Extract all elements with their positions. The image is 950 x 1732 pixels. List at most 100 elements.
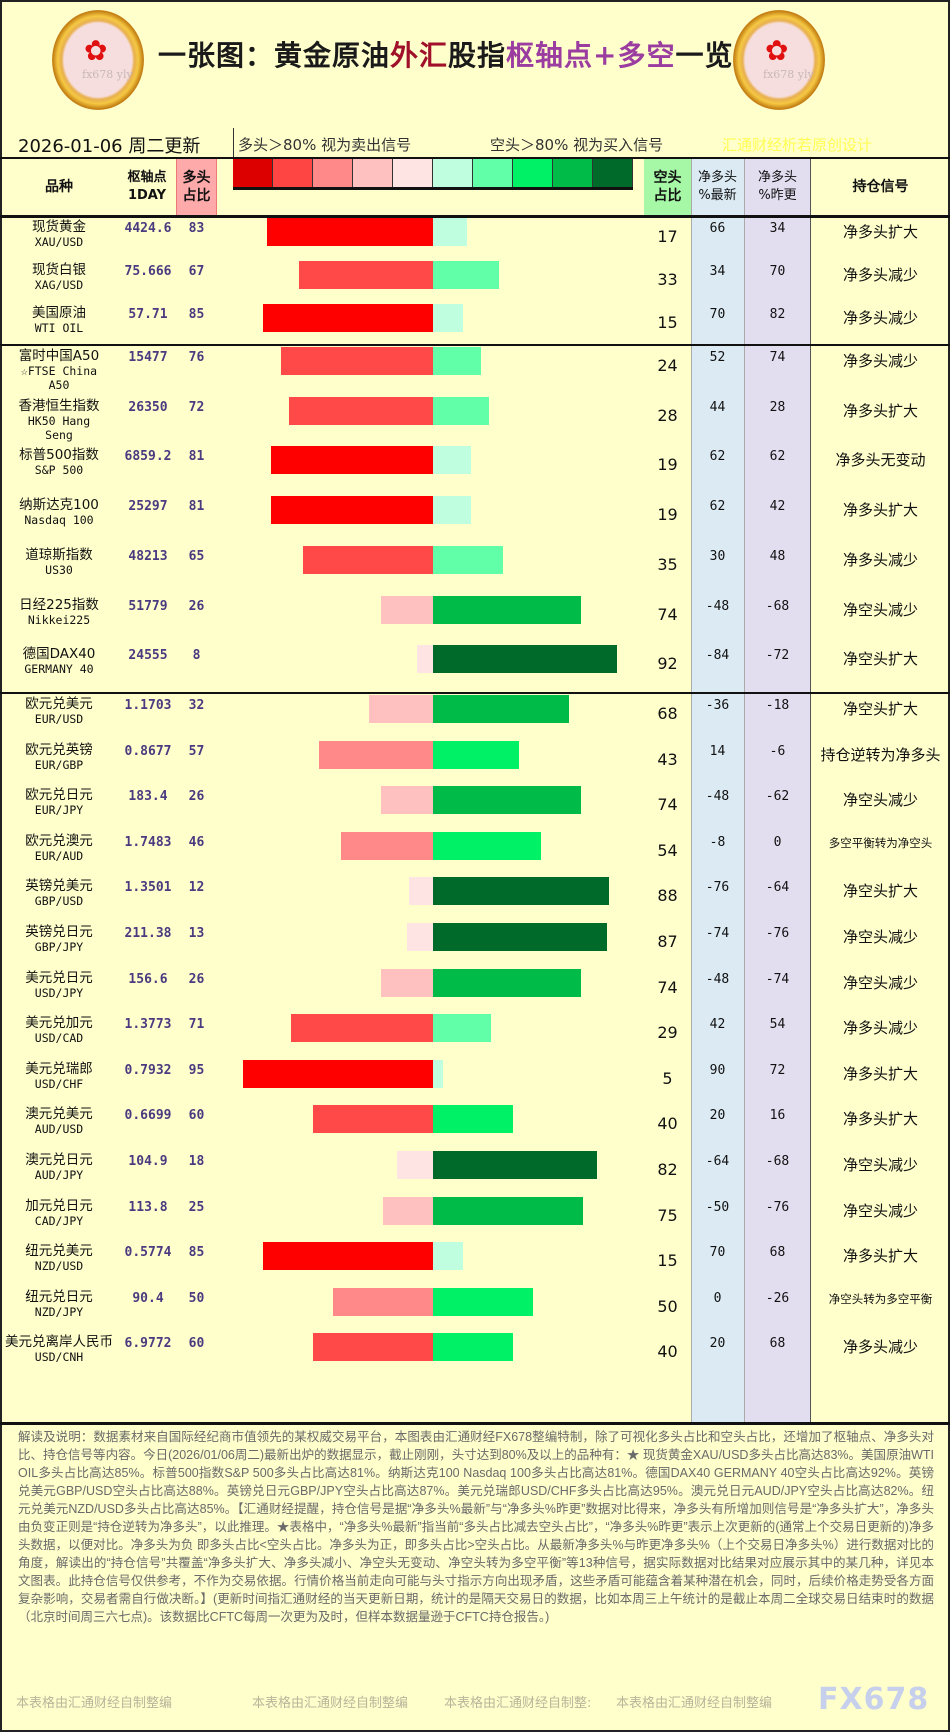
legend-underline [233,187,633,190]
instrument-name: 标普500指数 S&P 500 [0,447,118,477]
net-long-previous: -18 [765,698,790,713]
short-bar [433,396,489,425]
net-long-previous: 62 [769,449,786,465]
net-long-latest: 34 [709,264,726,279]
short-percent: 43 [657,749,678,769]
pivot-value: 57.71 [128,307,168,322]
short-percent: 15 [657,1251,678,1271]
position-signal: 净空头扩大 [842,650,918,669]
short-percent: 17 [657,227,678,246]
short-percent: 40 [657,1114,678,1134]
net-long-latest: -74 [705,926,730,941]
long-percent: 76 [188,350,205,365]
instrument-code: WTI OIL [34,321,84,335]
short-bar [433,304,463,332]
pivot-value: 25297 [128,499,168,515]
net-long-previous: -74 [765,971,790,987]
long-percent: 18 [188,1154,205,1169]
long-bar [271,446,433,475]
long-percent: 81 [188,499,205,515]
net-long-latest: 90 [709,1062,726,1078]
net-long-previous: -68 [765,598,790,614]
instrument-name-cn: 英镑兑日元 [25,924,93,940]
header-long-label: 多头 占比 [182,170,211,204]
short-percent: 5 [662,1068,673,1088]
instrument-code: AUD/JPY [34,1168,84,1182]
position-signal: 净多头减少 [842,1338,918,1357]
instrument-name-cn: 道琼斯指数 [25,546,93,563]
short-percent: 50 [657,1296,678,1316]
instrument-name: 美国原油 WTI OIL [0,305,118,335]
net-long-previous: -26 [765,1290,790,1306]
instrument-name-cn: 加元兑日元 [25,1197,93,1214]
short-bar [433,1105,513,1134]
net-long-latest: 20 [709,1108,726,1124]
header-long: 多头 占比 [176,158,217,216]
long-bar [267,218,433,246]
position-signal: 净空头扩大 [842,882,918,901]
net-long-previous: 54 [769,1017,786,1033]
instrument-code: NZD/USD [34,1259,84,1274]
header-net-latest-label: 净多头 %最新 [697,170,737,203]
instrument-code: EUR/USD [34,712,84,726]
net-long-latest: 30 [709,548,726,564]
instrument-name-cn: 德国DAX40 [22,646,96,663]
long-percent: 72 [188,399,205,415]
legend-swatch [433,158,473,188]
pivot-value: 156.6 [128,971,168,987]
long-bar [289,396,433,425]
short-percent: 82 [657,1160,678,1179]
instrument-name-cn: 美元兑离岸人民币 [5,1334,113,1351]
legend-swatch [313,158,353,188]
legend-long-signal: 多头＞80% 视为卖出信号 [238,136,412,154]
long-bar [333,1287,433,1316]
long-percent: 85 [188,1245,205,1261]
long-percent: 95 [188,1062,205,1078]
pivot-value: 183.4 [128,789,168,805]
credit-text: 本表格由汇通财经自制整编 [616,1696,773,1711]
instrument-name: 富时中国A50 ☆FTSE China A50 [0,348,118,392]
instrument-name: 现货黄金 XAU/USD [0,219,118,249]
flower-icon: ✿ [84,34,108,67]
instrument-name-cn: 澳元兑美元 [25,1106,93,1123]
position-signal: 净多头扩大 [842,1064,918,1083]
short-bar [433,347,481,375]
position-signal: 净空头减少 [842,791,918,810]
short-bar [433,923,607,951]
long-percent: 65 [188,548,205,564]
pivot-value: 104.9 [128,1154,168,1169]
instrument-name: 纽元兑日元 NZD/JPY [0,1289,118,1319]
position-signal: 净多头减少 [842,1019,918,1038]
net-long-previous: 74 [769,350,786,365]
credit-text: 本表格由汇通财经自制整: [444,1696,592,1711]
short-percent: 33 [657,270,678,289]
long-percent: 67 [188,264,205,279]
update-date: 2026-01-06 周二更新 [18,136,201,157]
legend-swatch [273,158,313,188]
instrument-name: 欧元兑日元 EUR/JPY [0,787,118,817]
long-bar [417,645,433,674]
position-signal: 净多头扩大 [842,401,918,420]
position-signal: 净多头扩大 [842,223,918,241]
long-percent: 71 [188,1017,205,1033]
net-long-latest: -84 [705,648,730,664]
instrument-code: Nasdaq 100 [24,513,94,528]
short-bar [433,1059,443,1088]
instrument-name: 美元兑瑞郎 USD/CHF [0,1061,118,1091]
pivot-value: 90.4 [132,1290,164,1306]
net-long-previous: 82 [769,307,786,322]
header-short: 空头 占比 [644,158,691,216]
long-bar [299,261,433,289]
short-percent: 35 [657,554,678,574]
short-bar [433,1151,597,1179]
instrument-name-cn: 美元兑加元 [25,1015,93,1032]
long-percent: 26 [188,789,205,805]
net-long-previous: 68 [769,1245,786,1261]
header-net-prev-label: 净多头 %昨更 [757,170,797,203]
instrument-name-cn: 欧元兑日元 [25,787,93,804]
header-signal-label: 持仓信号 [852,179,909,195]
instrument-code: XAG/USD [34,278,84,292]
instrument-code: GERMANY 40 [24,662,94,677]
title-part: 股指 [448,39,507,72]
instrument-code: GBP/JPY [34,940,84,954]
